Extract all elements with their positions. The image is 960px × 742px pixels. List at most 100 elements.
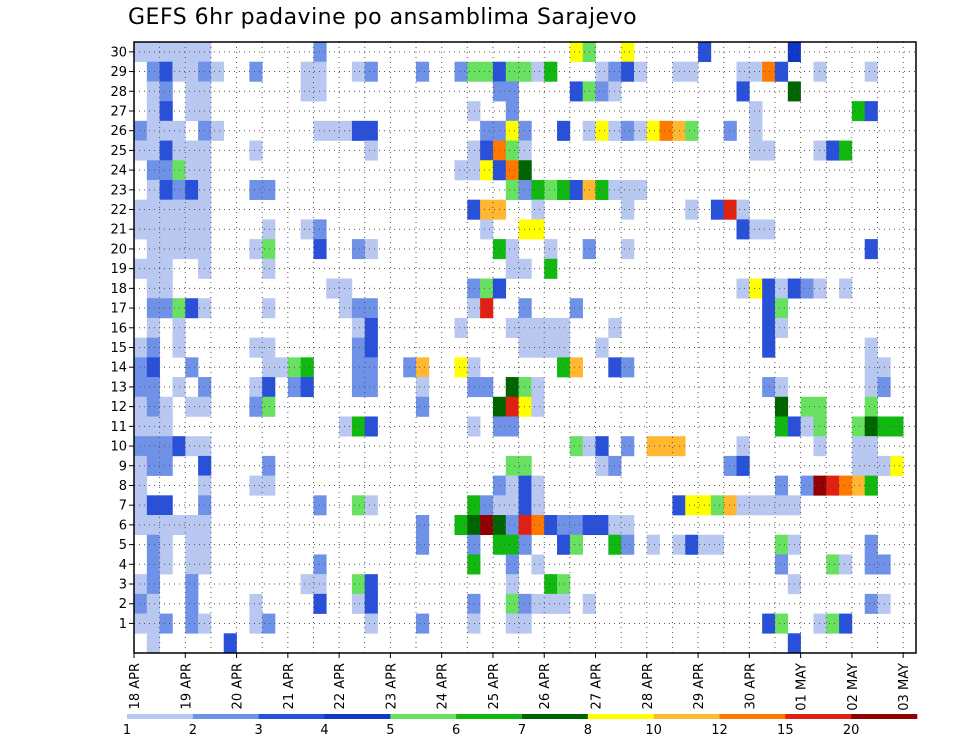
heatmap-cell <box>569 42 583 63</box>
heatmap-cell <box>557 337 571 358</box>
heatmap-cell <box>249 140 263 161</box>
heatmap-cell <box>134 337 148 358</box>
heatmap-cell <box>774 416 789 437</box>
heatmap-cell <box>313 42 327 63</box>
heatmap-cell <box>505 416 519 437</box>
heatmap-cell <box>480 278 494 299</box>
heatmap-cell <box>518 455 532 476</box>
heatmap-cell <box>146 317 160 338</box>
heatmap-cell <box>146 593 160 614</box>
heatmap-cell <box>480 120 494 141</box>
heatmap-cell <box>851 436 866 457</box>
heatmap-cell <box>531 219 545 240</box>
heatmap-cell <box>159 613 173 634</box>
heatmap-cell <box>505 377 519 398</box>
heatmap-cell <box>569 357 583 378</box>
colorbar-segment <box>456 714 523 719</box>
y-tick-label: 19 <box>110 262 127 277</box>
heatmap-cell <box>467 61 481 82</box>
heatmap-cell <box>531 377 545 398</box>
heatmap-cell <box>159 298 173 319</box>
heatmap-cell <box>146 81 160 102</box>
heatmap-cell <box>480 219 494 240</box>
heatmap-cell <box>364 239 378 260</box>
heatmap-cell <box>300 219 314 240</box>
heatmap-cell <box>351 416 366 437</box>
heatmap-cell <box>762 140 776 161</box>
heatmap-cell <box>774 278 789 299</box>
heatmap-cell <box>505 455 519 476</box>
heatmap-cell <box>531 593 545 614</box>
heatmap-cell <box>262 396 276 417</box>
heatmap-cell <box>505 593 519 614</box>
heatmap-cell <box>685 495 699 516</box>
y-tick-label: 30 <box>110 45 127 60</box>
heatmap-cell <box>249 593 263 614</box>
heatmap-cell <box>480 160 494 181</box>
heatmap-cell <box>480 140 494 161</box>
heatmap-cell <box>364 416 378 437</box>
heatmap-cell <box>134 357 148 378</box>
heatmap-cell <box>544 593 558 614</box>
heatmap-cell <box>146 574 160 595</box>
heatmap-cell <box>416 377 430 398</box>
heatmap-cell <box>159 554 173 575</box>
heatmap-cell <box>467 515 481 536</box>
heatmap-cell <box>134 199 148 220</box>
heatmap-cell <box>134 42 148 63</box>
colorbar-legend: 1 2 3 4 5 6 7 8 10 12 15 20 <box>123 714 918 738</box>
colorbar-segment <box>719 714 786 719</box>
heatmap-cell <box>300 357 314 378</box>
heatmap-cell <box>621 357 635 378</box>
colorbar-segment <box>851 714 918 719</box>
heatmap-cell <box>851 416 866 437</box>
heatmap-cell <box>185 396 199 417</box>
heatmap-cell <box>864 593 878 614</box>
heatmap-cell <box>505 101 519 122</box>
x-tick-label: 26 APR <box>538 663 553 709</box>
heatmap-cell <box>351 317 366 338</box>
heatmap-cell <box>505 574 519 595</box>
heatmap-cell <box>480 495 494 516</box>
heatmap-cell <box>146 199 160 220</box>
heatmap-cell <box>416 396 430 417</box>
heatmap-cell <box>262 377 276 398</box>
y-tick-label: 21 <box>110 223 127 238</box>
heatmap-cell <box>159 396 173 417</box>
heatmap-cell <box>300 377 314 398</box>
heatmap-cell <box>185 613 199 634</box>
colorbar-label: 5 <box>386 723 394 738</box>
heatmap-cell <box>633 61 648 82</box>
heatmap-cell <box>595 436 609 457</box>
heatmap-cell <box>351 377 366 398</box>
heatmap-cell <box>595 515 609 536</box>
colorbar-segment <box>192 714 259 719</box>
heatmap-cell <box>518 377 532 398</box>
x-tick-label: 03 MAY <box>897 663 912 711</box>
heatmap-cell <box>134 258 148 279</box>
heatmap-cell <box>210 61 225 82</box>
heatmap-cell <box>467 377 481 398</box>
heatmap-cell <box>659 436 673 457</box>
colorbar-label: 4 <box>320 723 328 738</box>
heatmap-cell <box>774 377 789 398</box>
heatmap-cell <box>262 219 276 240</box>
heatmap-cell <box>146 160 160 181</box>
heatmap-cell <box>480 377 494 398</box>
y-tick-label: 28 <box>110 85 127 100</box>
y-tick-label: 3 <box>119 578 127 593</box>
x-tick-label: 27 APR <box>590 663 605 709</box>
heatmap-cell <box>672 495 686 516</box>
colorbar-segment <box>258 714 325 719</box>
heatmap-cell <box>518 495 532 516</box>
heatmap-cell <box>146 337 160 358</box>
heatmap-cell <box>621 199 635 220</box>
heatmap-cell <box>569 179 583 200</box>
heatmap-cell <box>685 534 699 555</box>
heatmap-cell <box>146 258 160 279</box>
heatmap-cell <box>864 337 878 358</box>
colorbar-label: 1 <box>123 723 131 738</box>
heatmap-cell <box>364 140 378 161</box>
heatmap-cell <box>749 61 763 82</box>
heatmap-cell <box>249 475 263 496</box>
